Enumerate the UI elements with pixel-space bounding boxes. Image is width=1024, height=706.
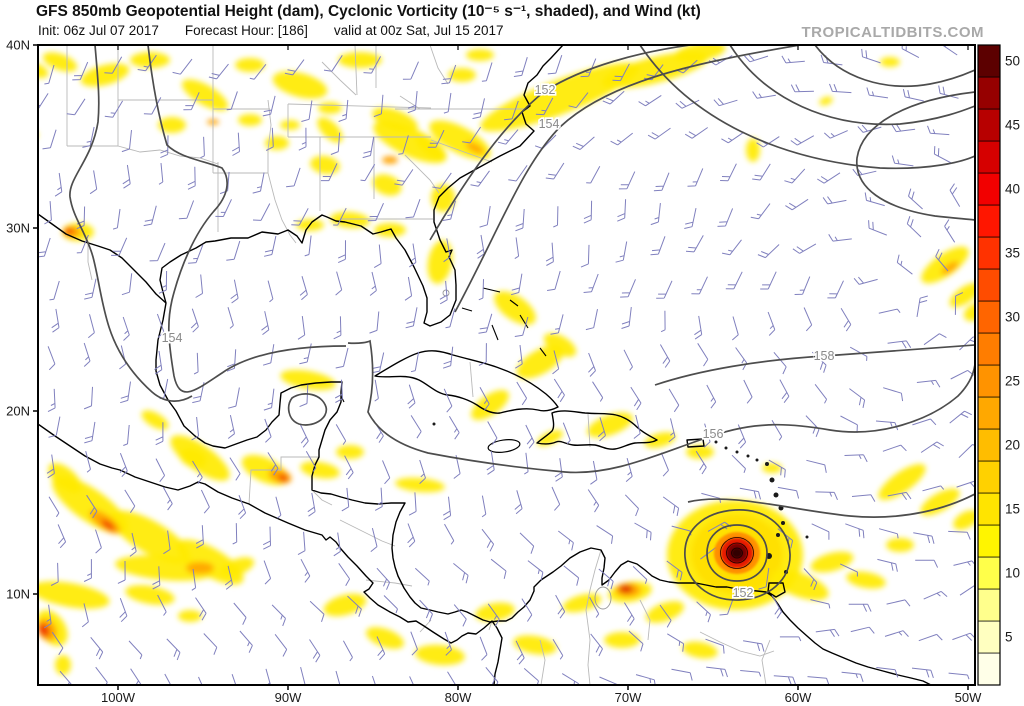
height-contour: [639, 46, 974, 170]
contour-label-154: 154: [539, 117, 560, 131]
island-dot: [776, 533, 780, 537]
height-contour: [729, 46, 974, 126]
contour-label-158: 158: [814, 349, 835, 363]
axes-layer: 40N 30N 20N 10N 100W 90W 80W 70W 60W 50W: [6, 38, 982, 706]
forecast-hour-label: Forecast Hour: [186]: [184, 23, 308, 38]
contour-label-154: 154: [162, 331, 183, 345]
lon-label-50W: 50W: [955, 690, 982, 705]
island-hispaniola: [536, 410, 658, 450]
island-dot: [714, 440, 718, 444]
contour-label-152: 152: [535, 83, 556, 97]
colorbar-label-50: 50: [1005, 54, 1020, 69]
island-cuba: [374, 350, 559, 414]
tropicaltidbits-watermark: TROPICALTIDBITS.COM: [801, 24, 984, 41]
island-small: [539, 347, 547, 357]
coastline-pacific: [39, 423, 503, 684]
height-contour-layer: [69, 46, 974, 601]
valid-time-label: valid at 00z Sat, Jul 15 2017: [333, 23, 504, 38]
island-jamaica: [487, 439, 521, 453]
lon-label-100W: 100W: [101, 690, 136, 705]
rio-grande-border: [39, 213, 167, 304]
height-contour-156: [347, 339, 974, 474]
colorbar-label-30: 30: [1005, 310, 1020, 325]
lon-label-80W: 80W: [445, 690, 472, 705]
height-contour-152: [684, 509, 791, 601]
coastline-north-america: [155, 46, 931, 684]
height-contour: [706, 524, 768, 582]
colorbar-label-5: 5: [1005, 630, 1013, 645]
island-dot: [735, 450, 739, 454]
lat-label-30N: 30N: [6, 221, 30, 236]
colorbar-label-15: 15: [1005, 502, 1020, 517]
island-dot: [724, 446, 728, 450]
colorbar-label-25: 25: [1005, 374, 1020, 389]
island-dot: [765, 462, 769, 466]
height-contour: [856, 91, 974, 221]
lake-maracaibo: [594, 586, 612, 610]
height-contour: [69, 46, 193, 402]
island-trinidad: [767, 582, 786, 598]
vorticity-colorbar: 5 10 15 20 25 30 35 40 45 50: [977, 44, 1020, 686]
island-dot: [805, 535, 809, 539]
lon-label-70W: 70W: [615, 690, 642, 705]
colorbar-label-45: 45: [1005, 118, 1020, 133]
island-small: [519, 314, 529, 329]
height-contour-154: [454, 46, 800, 313]
chart-subtitle: Init: 06z Jul 07 2017 Forecast Hour: [186…: [38, 23, 530, 38]
map-layers: 152 154 158 154 156 152: [39, 46, 974, 684]
lon-label-90W: 90W: [275, 690, 302, 705]
height-contour: [687, 493, 974, 518]
island-dot: [781, 521, 785, 525]
island-small: [461, 307, 473, 312]
lat-label-10N: 10N: [6, 587, 30, 602]
island-dot: [432, 422, 436, 426]
chart-title: GFS 850mb Geopotential Height (dam), Cyc…: [36, 3, 701, 20]
island-dot: [773, 492, 779, 498]
island-dot: [746, 454, 750, 458]
island-small: [482, 287, 501, 293]
island-dot: [755, 458, 759, 462]
height-contour: [287, 393, 328, 426]
height-contour-154: [147, 46, 347, 393]
island-dot: [769, 477, 775, 483]
colorbar-label-40: 40: [1005, 182, 1020, 197]
height-contour-152: [429, 46, 690, 241]
init-time-label: Init: 06z Jul 07 2017: [38, 23, 159, 38]
lon-label-60W: 60W: [785, 690, 812, 705]
colorbar-label-20: 20: [1005, 438, 1020, 453]
contour-label-152: 152: [733, 586, 754, 600]
colorbar-label-10: 10: [1005, 566, 1020, 581]
contour-labels: 152 154 158 154 156 152: [160, 81, 836, 601]
height-contour-158: [654, 344, 974, 386]
colorbar-label-35: 35: [1005, 246, 1020, 261]
contour-label-156: 156: [703, 427, 724, 441]
lat-label-40N: 40N: [6, 38, 30, 53]
lat-label-20N: 20N: [6, 404, 30, 419]
tropical-cyclone-core: [714, 532, 760, 574]
island-small: [491, 324, 499, 341]
height-contour: [814, 46, 974, 88]
island-small: [509, 299, 519, 307]
